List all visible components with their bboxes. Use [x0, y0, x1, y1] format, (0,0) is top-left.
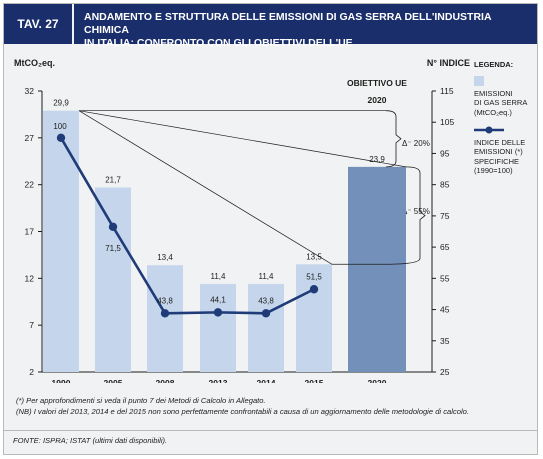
legend-line-label-2: EMISSIONI (*) [474, 147, 523, 156]
index-point [108, 222, 118, 232]
title-line-2: IN ITALIA: CONFRONTO CON GLI OBIETTIVI D… [84, 37, 353, 49]
index-line [59, 137, 315, 315]
legend-item-bars: EMISSIONI DI GAS SERRA (MtCO₂eq.) [474, 75, 536, 118]
source-note: FONTE: ISPRA; ISTAT (ultimi dati disponi… [4, 430, 537, 456]
legend-bar-label-3: (MtCO₂eq.) [474, 107, 512, 117]
y2-tick-label: 95 [440, 148, 450, 158]
emission-bar [43, 110, 79, 373]
target-label-2: 2020 [368, 95, 387, 105]
brace-55 [385, 166, 426, 265]
table-number: TAV. 27 [4, 4, 72, 44]
y2-tick-label: 35 [440, 336, 450, 346]
footnotes: (*) Per approfondimenti si veda il punto… [16, 395, 469, 417]
bar-value-label: 11,4 [259, 272, 275, 281]
legend-line-label-1: INDICE DELLE [474, 137, 526, 147]
emission-bar [95, 187, 131, 372]
bar-value-label: 11,4 [211, 272, 227, 281]
y-tick-label: 22 [25, 180, 35, 190]
index-value-label: 43,8 [258, 296, 274, 305]
y2-tick-label: 85 [440, 180, 450, 190]
y-tick-label: 27 [25, 133, 35, 143]
y-tick-label: 12 [25, 273, 35, 283]
bar-value-label: 13,4 [157, 253, 173, 262]
y-axis-label: MtCO₂eq. [14, 58, 55, 68]
legend-line-swatch [474, 126, 504, 134]
index-point [160, 309, 170, 318]
legend-bar-label-1: EMISSIONI [474, 88, 513, 98]
index-value-label: 71,5 [105, 244, 121, 253]
index-point [213, 308, 223, 317]
y-tick-label: 17 [25, 227, 35, 237]
legend-line-label-4: (1990=100) [474, 166, 513, 175]
bar-value-label: 13,5 [306, 252, 322, 261]
legend-title: LEGENDA: [474, 60, 514, 69]
x-tick-label: 2013 [209, 378, 228, 383]
y2-tick-label: 45 [440, 305, 450, 315]
index-value-label: 44,1 [210, 295, 226, 304]
chart-svg: MtCO₂eq. N° INDICE OBIETTIVO UE 2020 Δ⁻ … [14, 58, 470, 383]
brace-20 [385, 110, 402, 168]
legend-item-line: INDICE DELLE EMISSIONI (*) SPECIFICHE (1… [474, 125, 536, 176]
legend-bar-label-2: DI GAS SERRA [474, 98, 528, 107]
emission-bar [296, 264, 332, 372]
x-tick-label: 2008 [156, 378, 175, 383]
x-tick-label: 2020 [368, 378, 387, 383]
index-value-label: 43,8 [157, 296, 173, 305]
y-tick-label: 2 [29, 367, 34, 377]
reference-line-2015 [78, 110, 333, 265]
x-tick-label: 2014 [257, 378, 276, 383]
emission-bar [248, 283, 284, 372]
index-point [261, 309, 271, 318]
legend: LEGENDA: EMISSIONI DI GAS SERRA (MtCO₂eq… [474, 60, 536, 184]
chart-panel: TAV. 27 ANDAMENTO E STRUTTURA DELLE EMIS… [3, 3, 538, 455]
y2-tick-label: 75 [440, 211, 450, 221]
y2-tick-label: 65 [440, 242, 450, 252]
target-bar [348, 166, 406, 372]
y2-tick-label: 55 [440, 273, 450, 283]
x-tick-label: 2015 [305, 378, 324, 383]
y-tick-label: 32 [25, 86, 35, 96]
y2-tick-label: 115 [440, 86, 454, 96]
index-value-label: 100 [53, 122, 67, 131]
reference-line-target [78, 110, 407, 168]
target-label-1: OBIETTIVO UE [347, 78, 407, 88]
emission-bar [200, 283, 236, 372]
bar-value-label: 23,9 [369, 155, 385, 164]
index-value-label: 51,5 [306, 272, 322, 281]
y2-axis-label: N° INDICE [427, 58, 470, 68]
title-line-1: ANDAMENTO E STRUTTURA DELLE EMISSIONI DI… [84, 11, 492, 36]
y2-tick-label: 105 [440, 117, 454, 127]
legend-bar-swatch [474, 75, 484, 86]
index-point [56, 133, 66, 143]
emission-bar [147, 265, 183, 372]
annotation-delta-55: Δ⁻ 55% [402, 207, 430, 216]
y-tick-label: 7 [29, 320, 34, 330]
footnote-1: (*) Per approfondimenti si veda il punto… [16, 396, 266, 405]
legend-line-label-3: SPECIFICHE [474, 156, 520, 166]
footnote-2: (NB) I valori del 2013, 2014 e del 2015 … [16, 407, 469, 416]
chart-title: ANDAMENTO E STRUTTURA DELLE EMISSIONI DI… [74, 4, 537, 49]
index-point [309, 285, 319, 294]
x-tick-label: 2005 [104, 378, 123, 383]
bar-value-label: 29,9 [53, 99, 69, 108]
x-tick-label: 1990 [52, 378, 71, 383]
bar-value-label: 21,7 [105, 175, 121, 184]
y2-tick-label: 25 [440, 367, 450, 377]
annotation-delta-20: Δ⁻ 20% [402, 139, 430, 148]
